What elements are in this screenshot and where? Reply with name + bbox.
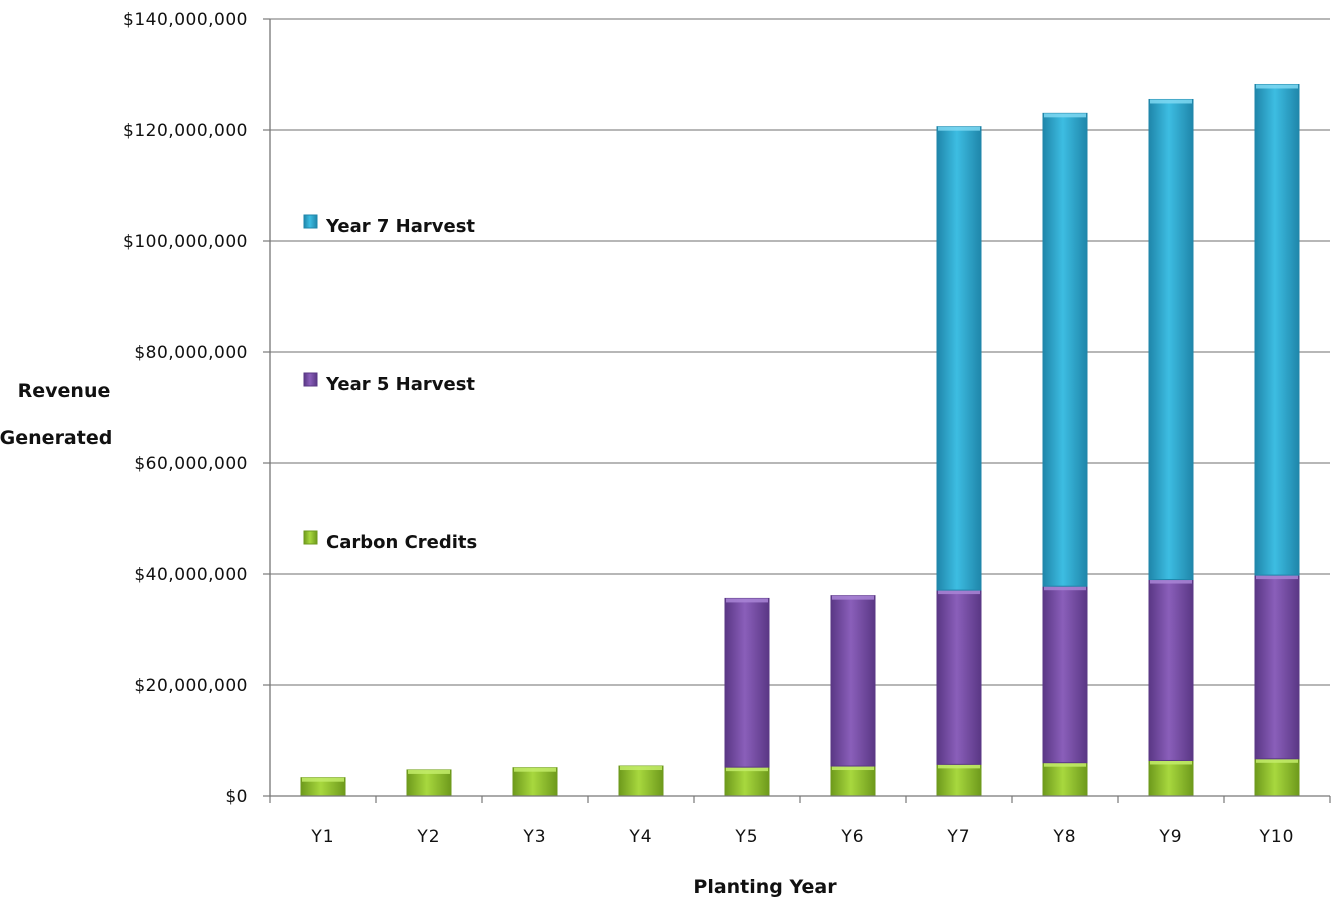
bar-highlight — [1044, 762, 1086, 767]
bar-highlight — [620, 766, 662, 771]
bar-highlight — [1256, 575, 1298, 580]
x-tick-label-y4: Y4 — [628, 827, 652, 847]
x-tick-label-y2: Y2 — [416, 827, 440, 847]
bar-highlight — [1256, 758, 1298, 763]
bar-year-5-harvest-y6 — [830, 595, 876, 767]
y-tick-label: $40,000,000 — [134, 565, 248, 585]
y-tick-label: $80,000,000 — [134, 343, 248, 363]
bar-year-7-harvest-y9 — [1148, 98, 1194, 581]
bar-highlight — [938, 764, 980, 769]
legend-label-year-7-harvest: Year 7 Harvest — [325, 216, 475, 237]
y-axis-title-line-1: Revenue — [18, 380, 111, 402]
bar-highlight — [726, 767, 768, 772]
bar-highlight — [408, 769, 450, 774]
y-tick-label: $60,000,000 — [134, 454, 248, 474]
tick-labels: $0 $20,000,000 $40,000,000 $60,000,000 $80,0… — [123, 10, 1294, 847]
x-tick-label-y7: Y7 — [946, 827, 970, 847]
legend-label-year-5-harvest: Year 5 Harvest — [325, 374, 475, 395]
x-tick-label-y6: Y6 — [840, 827, 864, 847]
bar-carbon-credits-y10 — [1254, 758, 1300, 797]
bar-carbon-credits-y4 — [618, 765, 664, 797]
bar-carbon-credits-y6 — [830, 765, 876, 797]
x-tick-label-y8: Y8 — [1052, 827, 1076, 847]
bar-highlight — [832, 766, 874, 771]
bar-highlight — [832, 595, 874, 600]
y-tick-label: $120,000,000 — [123, 121, 248, 141]
bar-highlight — [1150, 760, 1192, 765]
gridlines — [270, 18, 1330, 686]
bar-highlight — [1044, 113, 1086, 118]
x-tick-label-y9: Y9 — [1158, 827, 1182, 847]
bar-year-5-harvest-y9 — [1148, 579, 1194, 761]
bar-year-7-harvest-y10 — [1254, 83, 1300, 576]
bar-year-7-harvest-y7 — [936, 126, 982, 591]
bar-highlight — [938, 590, 980, 595]
bar-year-5-harvest-y8 — [1042, 585, 1088, 764]
bar-carbon-credits-y7 — [936, 763, 982, 797]
bar-year-7-harvest-y8 — [1042, 112, 1088, 587]
x-tick-label-y3: Y3 — [522, 827, 546, 847]
y-tick-label: $140,000,000 — [123, 10, 248, 30]
axes — [263, 18, 1331, 803]
bar-highlight — [1150, 579, 1192, 584]
bar-carbon-credits-y3 — [512, 767, 558, 797]
x-tick-label-y5: Y5 — [734, 827, 758, 847]
bar-highlight — [1044, 586, 1086, 591]
bar-carbon-credits-y5 — [724, 766, 770, 797]
bar-highlight — [302, 777, 344, 782]
bar-year-5-harvest-y10 — [1254, 574, 1300, 760]
bar-carbon-credits-y8 — [1042, 762, 1088, 797]
bar-year-5-harvest-y5 — [724, 597, 770, 768]
bar-year-5-harvest-y7 — [936, 589, 982, 765]
bar-highlight — [726, 598, 768, 603]
y-tick-label: $20,000,000 — [134, 676, 248, 696]
y-axis-title-line-2: Generated — [0, 427, 112, 449]
bar-highlight — [938, 126, 980, 131]
x-axis-title: Planting Year — [693, 876, 837, 898]
bars — [300, 83, 1300, 797]
x-tick-label-y10: Y10 — [1258, 827, 1294, 847]
x-tick-label-y1: Y1 — [310, 827, 334, 847]
bar-highlight — [1150, 99, 1192, 104]
legend-swatch-year-7-harvest — [303, 214, 318, 229]
legend-label-carbon-credits: Carbon Credits — [326, 532, 477, 553]
legend-swatch-year-5-harvest — [303, 372, 318, 387]
bar-highlight — [514, 767, 556, 772]
bar-highlight — [1256, 84, 1298, 89]
y-tick-label: $100,000,000 — [123, 232, 248, 252]
legend: Year 7 Harvest Year 5 Harvest Carbon Credi… — [303, 214, 477, 553]
y-tick-label: $0 — [225, 787, 248, 807]
bar-carbon-credits-y9 — [1148, 759, 1194, 797]
legend-swatch-carbon-credits — [303, 530, 318, 545]
